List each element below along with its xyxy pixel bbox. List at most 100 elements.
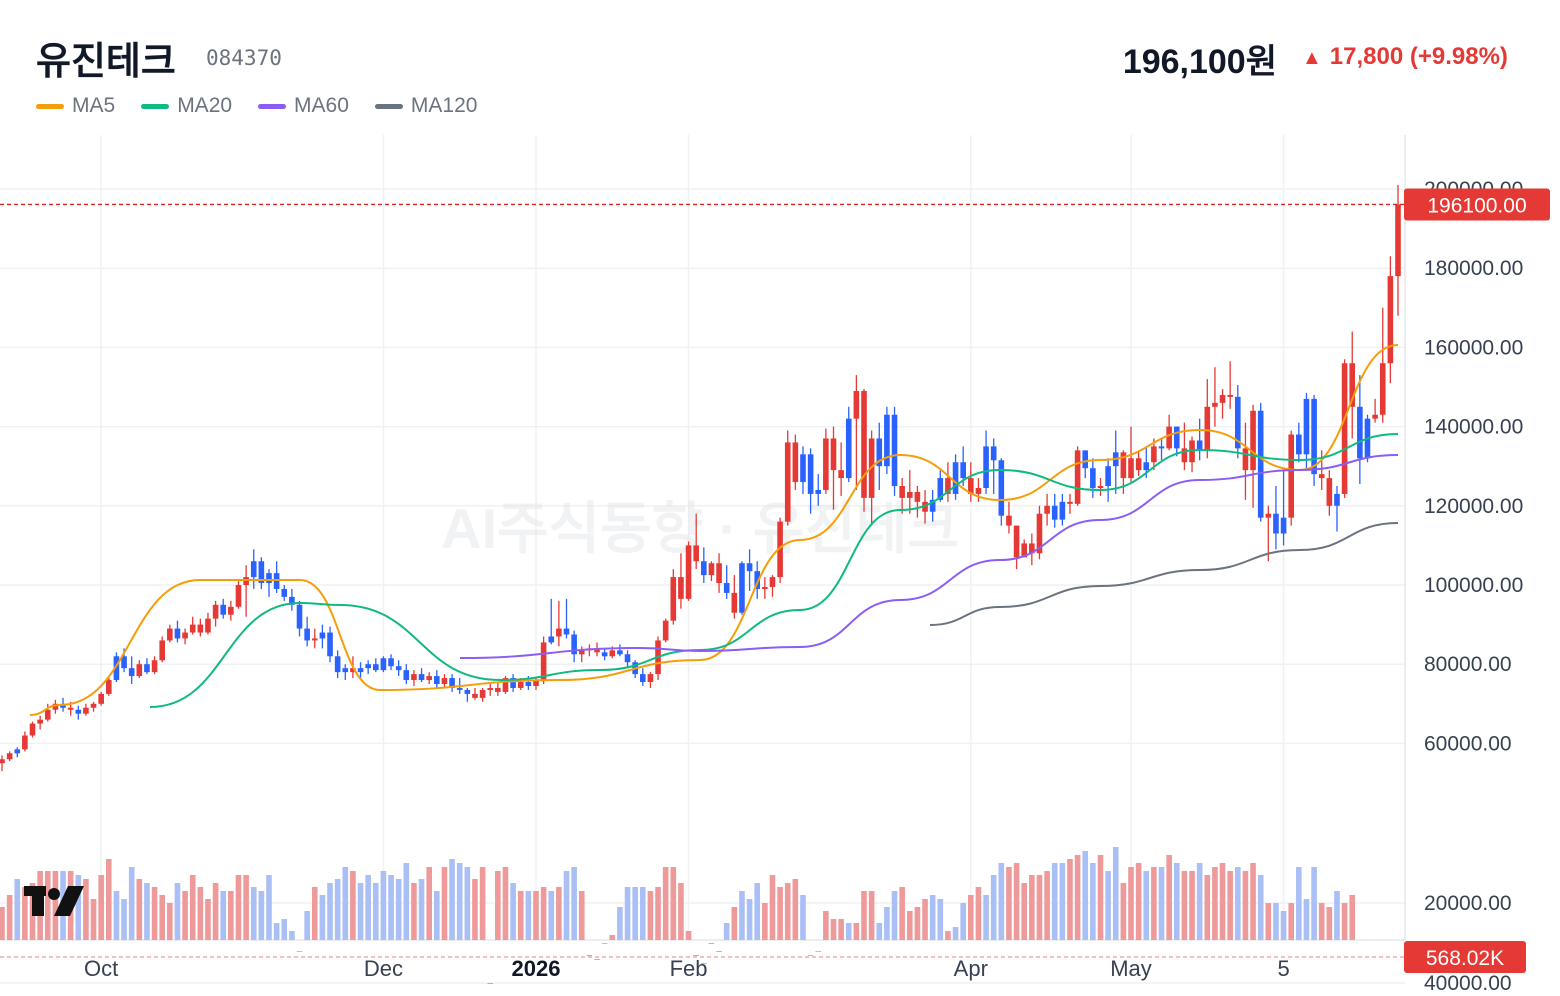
volume-bar xyxy=(929,895,936,940)
candle xyxy=(1181,422,1188,471)
y-tick-label: 160000.00 xyxy=(1424,336,1523,359)
candle-body xyxy=(670,577,677,621)
volume-bar xyxy=(952,927,959,940)
candle-body xyxy=(556,628,562,637)
candle-body xyxy=(1166,426,1172,449)
candle xyxy=(639,668,646,686)
candle xyxy=(990,438,997,494)
volume-bar xyxy=(586,955,593,956)
candle-body xyxy=(968,478,974,494)
candle-body xyxy=(716,563,722,584)
volume-bar xyxy=(1196,863,1203,940)
legend-swatch xyxy=(36,103,64,109)
candle-body xyxy=(792,442,799,483)
candle-body xyxy=(29,723,36,736)
candle xyxy=(83,703,89,716)
volume-bar xyxy=(1349,895,1356,940)
volume-bar xyxy=(823,911,829,940)
candle-body xyxy=(624,654,631,663)
candle-body xyxy=(1196,440,1203,451)
candle xyxy=(159,636,165,663)
candle xyxy=(434,670,440,688)
volume-bar xyxy=(22,887,28,940)
candle-body xyxy=(739,563,745,613)
candle xyxy=(1212,367,1218,427)
last-price-label: 196100.00 xyxy=(1427,194,1526,217)
candle-body xyxy=(296,604,303,629)
volume-bar xyxy=(449,859,455,940)
candle xyxy=(22,731,28,752)
candle-body xyxy=(434,676,440,684)
volume-bar xyxy=(121,899,127,940)
candle xyxy=(670,569,677,625)
volume-bar xyxy=(914,907,921,940)
volume-bar xyxy=(655,887,661,940)
candle-body xyxy=(601,652,608,657)
candle xyxy=(311,628,318,649)
candle-body xyxy=(678,577,684,599)
candle-body xyxy=(22,735,28,750)
candle xyxy=(449,674,455,692)
candle xyxy=(861,388,867,512)
candle-body xyxy=(1044,505,1050,514)
candle-body xyxy=(411,674,417,681)
volume-bar xyxy=(983,895,989,940)
candle-body xyxy=(1372,414,1378,419)
candle xyxy=(1189,436,1195,473)
candle-body xyxy=(334,656,341,673)
volume-bar xyxy=(1143,871,1150,940)
volume-bar xyxy=(1273,903,1279,940)
candle xyxy=(1204,379,1211,459)
candle xyxy=(807,448,814,514)
ma120-line xyxy=(929,522,1399,626)
candle-body xyxy=(1250,410,1256,471)
candle xyxy=(105,676,112,696)
candle xyxy=(815,474,822,506)
legend-item-ma120[interactable]: MA120 xyxy=(374,94,477,118)
candle-body xyxy=(426,676,432,681)
candle xyxy=(1273,486,1279,550)
volume-bar xyxy=(861,891,867,940)
candle xyxy=(243,565,249,617)
legend-item-ma20[interactable]: MA20 xyxy=(141,94,232,118)
volume-bar xyxy=(479,867,486,940)
volume-bar xyxy=(1311,867,1317,940)
x-tick-label: Oct xyxy=(84,956,118,981)
volume-bar xyxy=(1227,871,1233,940)
volume-bar xyxy=(1250,863,1256,940)
candle-body xyxy=(1135,458,1142,471)
legend-item-ma60[interactable]: MA60 xyxy=(258,94,349,118)
candle-body xyxy=(418,674,425,681)
candle xyxy=(1112,430,1119,494)
candle-body xyxy=(1051,505,1058,520)
volume-bar xyxy=(571,867,577,940)
volume-bar xyxy=(601,943,608,944)
candle-body xyxy=(14,749,21,754)
candle xyxy=(1280,470,1287,546)
volume-bar xyxy=(1288,903,1295,940)
y-tick-label: 140000.00 xyxy=(1424,416,1523,439)
candle-body xyxy=(1067,501,1073,504)
legend-swatch xyxy=(374,103,403,109)
volume-bar xyxy=(388,875,394,940)
candle-body xyxy=(449,678,455,688)
legend-item-ma5[interactable]: MA5 xyxy=(36,94,115,118)
volume-bar xyxy=(266,875,272,940)
volume-bar xyxy=(1013,863,1020,940)
candle-body xyxy=(281,588,288,597)
candle xyxy=(571,630,577,663)
volume-bar xyxy=(556,887,562,940)
candle-body xyxy=(540,642,547,681)
candle-body xyxy=(548,636,555,643)
candle xyxy=(876,422,883,490)
volume-bar xyxy=(418,879,425,940)
volume-bar xyxy=(472,879,478,940)
candle xyxy=(342,664,349,681)
candle xyxy=(167,624,173,643)
candle-body xyxy=(1280,517,1287,534)
candle-body xyxy=(945,478,951,494)
candle-body xyxy=(731,592,738,613)
candle-body xyxy=(708,563,715,576)
volume-bar xyxy=(319,895,326,940)
